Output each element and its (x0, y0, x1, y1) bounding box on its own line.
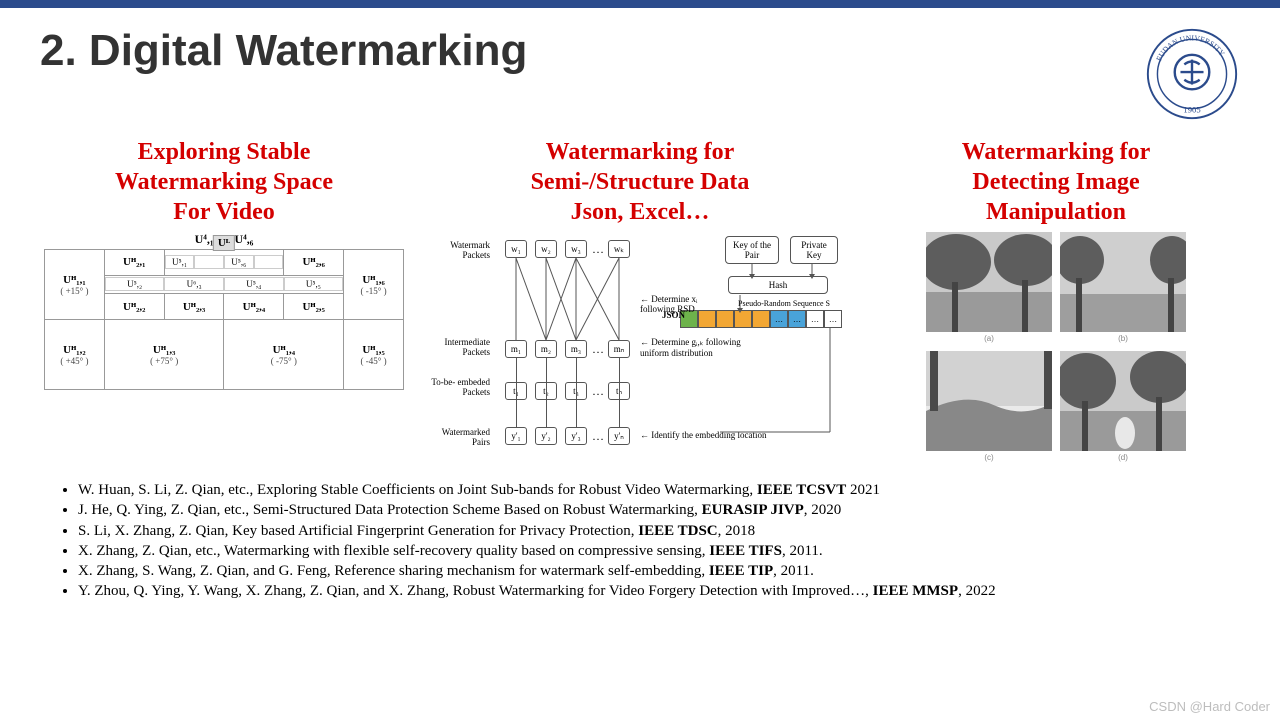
col-heading-2: Watermarking for Semi-/Structure Data Js… (531, 132, 750, 232)
d3-item: (a) (926, 232, 1052, 343)
d2-dots: … (592, 342, 604, 357)
d2-node: mₙ (608, 340, 630, 358)
d2-node: y'₂ (535, 427, 557, 445)
col-heading-3: Watermarking for Detecting Image Manipul… (962, 132, 1151, 232)
d2-node: wₖ (608, 240, 630, 258)
university-logo: FUDAN UNIVERSITY 1905 (1144, 26, 1240, 122)
d1-cell: Uᴴ₁,₄( -75° ) (224, 320, 344, 390)
reference-item: W. Huan, S. Li, Z. Qian, etc., Exploring… (78, 480, 1230, 500)
d2-line (516, 358, 517, 427)
d2-line (546, 358, 547, 427)
d2-arrow-text: ← Determine xᵢ following RSD (640, 294, 697, 314)
d1-inner-cell: U⁵,₂U⁶,₃U⁵,₄U⁵,₅ (104, 275, 343, 293)
d1-cell: Uᴴ₁,₁( +15° ) (45, 250, 105, 320)
d3-image (1060, 351, 1186, 451)
d3-caption: (d) (1060, 453, 1186, 462)
d1-cell: Uᴴ₁,₃( +75° ) (104, 320, 224, 390)
d2-node: w₁ (505, 240, 527, 258)
csdn-watermark: CSDN @Hard Coder (1149, 699, 1270, 714)
d3-caption: (b) (1060, 334, 1186, 343)
d1-cell: Uᴴ₁,₂( +45° ) (45, 320, 105, 390)
d1-inner-cell: Uᴸ U⁵,₁U⁵,₆ (164, 250, 284, 276)
col-manipulation: Watermarking for Detecting Image Manipul… (872, 132, 1240, 462)
d1-cell: Uᴴ₁,₅( -45° ) (344, 320, 404, 390)
d1-ul-label: Uᴸ (213, 235, 235, 251)
d1-cell: Uᴴ₂,₂ (104, 294, 164, 320)
d2-node: m₂ (535, 340, 557, 358)
d2-rowlabel: Watermarked Pairs (430, 427, 490, 447)
reference-item: J. He, Q. Ying, Z. Qian, etc., Semi-Stru… (78, 500, 1230, 520)
d1-cell: Uᴴ₂,₅ (284, 294, 344, 320)
d2-line (576, 358, 577, 427)
d1-cell: Uᴴ₂,₃ (164, 294, 224, 320)
reference-item: Y. Zhou, Q. Ying, Y. Wang, X. Zhang, Z. … (78, 581, 1230, 601)
d2-node: y'₃ (565, 427, 587, 445)
svg-text:1905: 1905 (1183, 104, 1200, 114)
reference-item: X. Zhang, Z. Qian, etc., Watermarking wi… (78, 541, 1230, 561)
diagram-json-flow: Watermark Packets Intermediate Packets T… (430, 232, 850, 452)
d1-cell: Uᴴ₂,₆ (284, 250, 344, 276)
d1-table: Uᴴ₁,₁( +15° ) Uᴴ₂,₁ Uᴸ U⁵,₁U⁵,₆ Uᴴ₂,₆ Uᴴ… (44, 249, 404, 390)
d3-item: (d) (1060, 351, 1186, 462)
title-row: 2. Digital Watermarking FUDAN UNIVERSITY… (0, 8, 1280, 122)
columns: Exploring Stable Watermarking Space For … (0, 122, 1280, 462)
d2-dots: … (592, 384, 604, 399)
reference-item: X. Zhang, S. Wang, Z. Qian, and G. Feng,… (78, 561, 1230, 581)
d1-cell: Uᴴ₁,₆( -15° ) (344, 250, 404, 320)
col-video: Exploring Stable Watermarking Space For … (40, 132, 408, 462)
d1-cell: Uᴴ₂,₄ (224, 294, 284, 320)
diagram-video-table: U⁴,₁,…, U⁴,₆ Uᴴ₁,₁( +15° ) Uᴴ₂,₁ Uᴸ U⁵,₁… (44, 232, 404, 390)
d3-item: (b) (1060, 232, 1186, 343)
col-json: Watermarking for Semi-/Structure Data Js… (430, 132, 850, 462)
top-bar (0, 0, 1280, 8)
d2-right-lines (720, 232, 850, 442)
d3-caption: (c) (926, 453, 1052, 462)
d3-image (926, 351, 1052, 451)
d2-dots: … (592, 429, 604, 444)
d3-image (1060, 232, 1186, 332)
d3-image (926, 232, 1052, 332)
d2-line (619, 358, 620, 427)
d3-caption: (a) (926, 334, 1052, 343)
d2-rowlabel: Intermediate Packets (430, 337, 490, 357)
d2-node: m₁ (505, 340, 527, 358)
col-heading-1: Exploring Stable Watermarking Space For … (115, 132, 333, 232)
d1-cell: Uᴴ₂,₁ (104, 250, 164, 276)
slide-title: 2. Digital Watermarking (40, 26, 527, 76)
d2-dots: … (592, 242, 604, 257)
d2-node: w₃ (565, 240, 587, 258)
d3-item: (c) (926, 351, 1052, 462)
reference-item: S. Li, X. Zhang, Z. Qian, Key based Arti… (78, 521, 1230, 541)
d2-node: y'₁ (505, 427, 527, 445)
diagram-image-grid: (a) (b) (926, 232, 1186, 462)
d2-rowlabel: To-be- embeded Packets (430, 377, 490, 397)
d2-node: y'ₙ (608, 427, 630, 445)
d2-node: w₂ (535, 240, 557, 258)
d2-rowlabel: Watermark Packets (430, 240, 490, 260)
d2-node: m₃ (565, 340, 587, 358)
d2-bipartite-lines (505, 258, 635, 340)
references: W. Huan, S. Li, Z. Qian, etc., Exploring… (0, 462, 1280, 602)
